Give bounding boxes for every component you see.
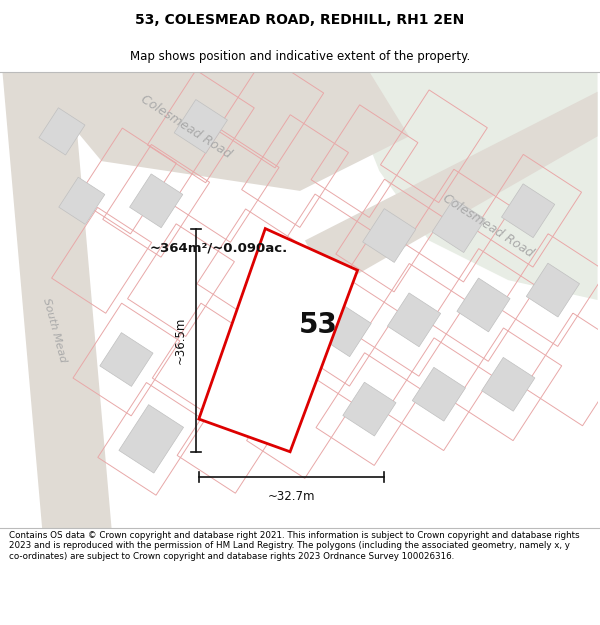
Polygon shape xyxy=(502,184,555,238)
Polygon shape xyxy=(100,332,153,386)
Polygon shape xyxy=(359,72,598,300)
Polygon shape xyxy=(199,229,358,452)
Polygon shape xyxy=(174,99,227,153)
Polygon shape xyxy=(457,278,510,332)
Polygon shape xyxy=(119,404,184,473)
Polygon shape xyxy=(130,174,183,228)
Text: 53, COLESMEAD ROAD, REDHILL, RH1 2EN: 53, COLESMEAD ROAD, REDHILL, RH1 2EN xyxy=(136,13,464,27)
Polygon shape xyxy=(305,92,598,290)
Polygon shape xyxy=(59,177,105,224)
Polygon shape xyxy=(432,199,485,252)
Text: Colesmead Road: Colesmead Road xyxy=(138,92,233,161)
Text: ~364m²/~0.090ac.: ~364m²/~0.090ac. xyxy=(149,242,287,255)
Polygon shape xyxy=(39,107,85,155)
Polygon shape xyxy=(343,382,396,436)
Polygon shape xyxy=(362,209,416,262)
Polygon shape xyxy=(526,263,580,317)
Text: South Mead: South Mead xyxy=(41,296,67,363)
Polygon shape xyxy=(388,293,440,347)
Polygon shape xyxy=(412,368,466,421)
Polygon shape xyxy=(52,72,409,191)
Polygon shape xyxy=(2,72,112,528)
Text: Colesmead Road: Colesmead Road xyxy=(441,191,536,260)
Polygon shape xyxy=(482,357,535,411)
Text: Map shows position and indicative extent of the property.: Map shows position and indicative extent… xyxy=(130,49,470,62)
Polygon shape xyxy=(318,303,371,357)
Text: Contains OS data © Crown copyright and database right 2021. This information is : Contains OS data © Crown copyright and d… xyxy=(9,531,580,561)
Text: ~36.5m: ~36.5m xyxy=(174,316,187,364)
Text: ~32.7m: ~32.7m xyxy=(268,491,316,503)
Text: 53: 53 xyxy=(298,311,337,339)
